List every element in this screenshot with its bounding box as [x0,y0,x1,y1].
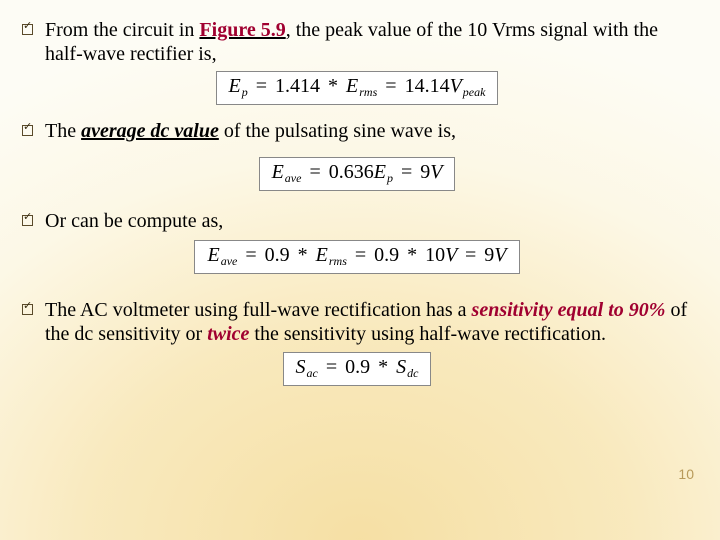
bullet-text-4: The AC voltmeter using full-wave rectifi… [45,298,692,347]
equation-row-2: Eave = 0.636Ep = 9V [22,157,692,191]
eq-sub: ave [284,171,302,185]
eq-sub: p [386,171,393,185]
equation-box: Eave = 0.636Ep = 9V [259,157,456,191]
eq-op: = [306,161,323,183]
eq-unit: V [494,244,506,266]
eq-num: 9 [484,244,494,266]
eq-op: = [462,244,479,266]
eq-num: 14.14 [405,75,450,97]
eq-sub: rms [358,85,377,99]
eq-num: 0.9 [374,244,399,266]
bullet-item-3: Or can be compute as, [22,209,692,233]
eq-op: = [253,75,270,97]
checkbox-bullet-icon [22,24,33,35]
eq-op: = [242,244,259,266]
eq-op: = [382,75,399,97]
eq-sub: ac [306,366,318,380]
checkbox-bullet-icon [22,125,33,136]
eq-op: = [398,161,415,183]
equation-box: Eave = 0.9 * Erms = 0.9 * 10V = 9V [194,240,519,274]
equation-row-1: Ep = 1.414 * Erms = 14.14Vpeak [22,71,692,105]
eq-sym: E [316,244,328,266]
bullet-item-2: The average dc value of the pulsating si… [22,119,692,143]
equation-row-4: Sac = 0.9 * Sdc [22,352,692,386]
eq-sym: E [374,161,386,183]
equation-box: Ep = 1.414 * Erms = 14.14Vpeak [216,71,499,105]
sensitivity-emphasis: sensitivity equal to 90% [472,299,666,321]
eq-sub: p [241,85,248,99]
eq-sym: E [207,244,219,266]
eq-num: 0.9 [345,356,370,378]
eq-sym: E [229,75,241,97]
text-fragment: The AC voltmeter using full-wave rectifi… [45,299,472,321]
eq-op: * [375,356,391,378]
checkbox-bullet-icon [22,304,33,315]
checkbox-bullet-icon [22,215,33,226]
eq-op: * [404,244,420,266]
eq-sym: V [450,75,462,97]
eq-unit: V [445,244,457,266]
eq-op: = [323,356,340,378]
equation-row-3: Eave = 0.9 * Erms = 0.9 * 10V = 9V [22,240,692,274]
emphasis-text: average dc value [81,120,219,142]
sensitivity-emphasis: twice [207,323,249,345]
eq-op: * [325,75,341,97]
eq-sym: E [346,75,358,97]
eq-num: 9 [420,161,430,183]
bullet-text-3: Or can be compute as, [45,209,692,233]
eq-unit: V [430,161,442,183]
text-fragment: the sensitivity using half-wave rectific… [249,323,606,345]
eq-sub: peak [462,85,486,99]
figure-label: Figure 5.9 [199,19,285,41]
eq-num: 0.9 [265,244,290,266]
bullet-item-4: The AC voltmeter using full-wave rectifi… [22,298,692,347]
eq-sym: E [272,161,284,183]
eq-sym: S [296,356,306,378]
eq-num: 1.414 [275,75,320,97]
bullet-item-1: From the circuit in Figure 5.9, the peak… [22,18,692,67]
eq-sub: rms [328,254,347,268]
eq-op: = [352,244,369,266]
eq-num: 10 [425,244,445,266]
eq-sub: dc [406,366,418,380]
eq-sym: S [396,356,406,378]
eq-sub: ave [220,254,238,268]
eq-num: 0.636 [329,161,374,183]
eq-op: * [295,244,311,266]
figure-reference: Figure 5.9 [199,19,285,41]
bullet-text-1: From the circuit in Figure 5.9, the peak… [45,18,692,67]
text-fragment: of the pulsating sine wave is, [219,120,456,142]
emphasis: average dc value [81,120,219,142]
bullet-text-2: The average dc value of the pulsating si… [45,119,692,143]
page-number: 10 [678,466,694,482]
text-fragment: The [45,120,81,142]
equation-box: Sac = 0.9 * Sdc [283,352,432,386]
text-fragment: From the circuit in [45,19,199,41]
